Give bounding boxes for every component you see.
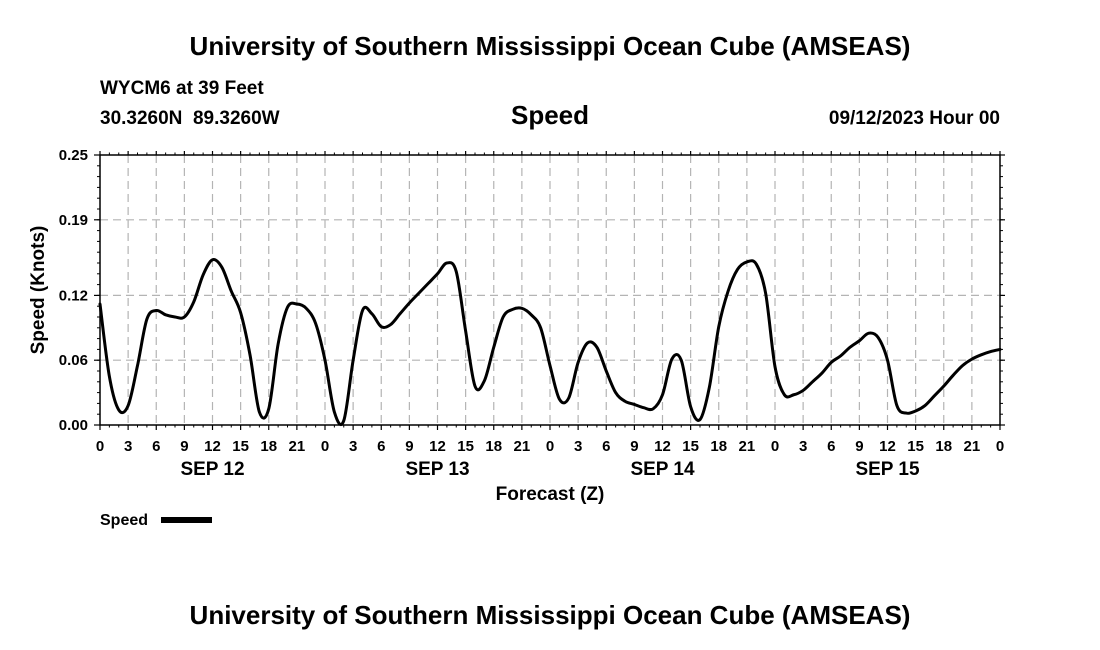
x-tick-label: 18 (260, 438, 277, 455)
x-axis-title: Forecast (Z) (496, 484, 605, 505)
x-tick-label: 9 (405, 438, 413, 455)
x-tick-label: 3 (799, 438, 807, 455)
x-tick-label: 21 (964, 438, 981, 455)
plot-frame (99, 154, 1001, 426)
x-tick-label: 9 (180, 438, 188, 455)
x-tick-label: 0 (96, 438, 104, 455)
legend: Speed (100, 512, 212, 529)
x-tick-label: 12 (204, 438, 221, 455)
x-tick-label: 12 (654, 438, 671, 455)
x-tick-label: 18 (485, 438, 502, 455)
x-tick-label: 0 (771, 438, 779, 455)
y-tick-label: 0.06 (59, 352, 88, 369)
x-tick-label: 0 (996, 438, 1004, 455)
series-layer (98, 258, 1002, 426)
day-label: SEP 14 (630, 459, 695, 480)
legend-label: Speed (100, 512, 148, 529)
x-tick-label: 9 (630, 438, 638, 455)
station-name: WYCM6 at 39 Feet (100, 78, 264, 99)
x-tick-label: 9 (855, 438, 863, 455)
x-tick-label: 0 (321, 438, 329, 455)
x-tick-label: 6 (377, 438, 385, 455)
x-tick-label: 21 (289, 438, 306, 455)
x-tick-label: 12 (429, 438, 446, 455)
grid-lines (100, 155, 1000, 425)
axis-labels: 0 3 6 9 12 15 18 21 0 3 6 9 12 15 18 21 0 3 6 9 12 15 18 21 0 3 6 9… (59, 147, 1004, 480)
day-label: SEP 12 (180, 459, 244, 480)
footer-title: University of Southern Mississippi Ocean… (190, 600, 911, 630)
x-tick-label: 12 (879, 438, 896, 455)
x-tick-label: 15 (232, 438, 249, 455)
x-tick-label: 3 (124, 438, 132, 455)
forecast-datetime: 09/12/2023 Hour 00 (829, 108, 1000, 129)
series-line-speed (98, 258, 1002, 426)
x-tick-label: 3 (349, 438, 357, 455)
x-tick-label: 18 (935, 438, 952, 455)
x-tick-label: 6 (602, 438, 610, 455)
chart-title: University of Southern Mississippi Ocean… (190, 31, 911, 61)
y-axis-title: Speed (Knots) (28, 226, 49, 355)
x-tick-label: 3 (574, 438, 582, 455)
variable-title: Speed (511, 100, 589, 130)
x-tick-label: 6 (827, 438, 835, 455)
y-tick-label: 0.12 (59, 287, 88, 304)
day-label: SEP 15 (855, 459, 920, 480)
x-tick-label: 15 (907, 438, 924, 455)
day-label: SEP 13 (405, 459, 469, 480)
x-tick-label: 18 (710, 438, 727, 455)
x-tick-label: 6 (152, 438, 160, 455)
station-coordinates: 30.3260N 89.3260W (100, 108, 280, 129)
x-tick-label: 0 (546, 438, 554, 455)
x-tick-label: 15 (682, 438, 699, 455)
x-tick-label: 21 (514, 438, 531, 455)
x-tick-label: 15 (457, 438, 474, 455)
y-tick-label: 0.19 (59, 212, 88, 229)
y-tick-label: 0.00 (59, 417, 88, 434)
y-tick-label: 0.25 (59, 147, 88, 164)
x-tick-label: 21 (739, 438, 756, 455)
